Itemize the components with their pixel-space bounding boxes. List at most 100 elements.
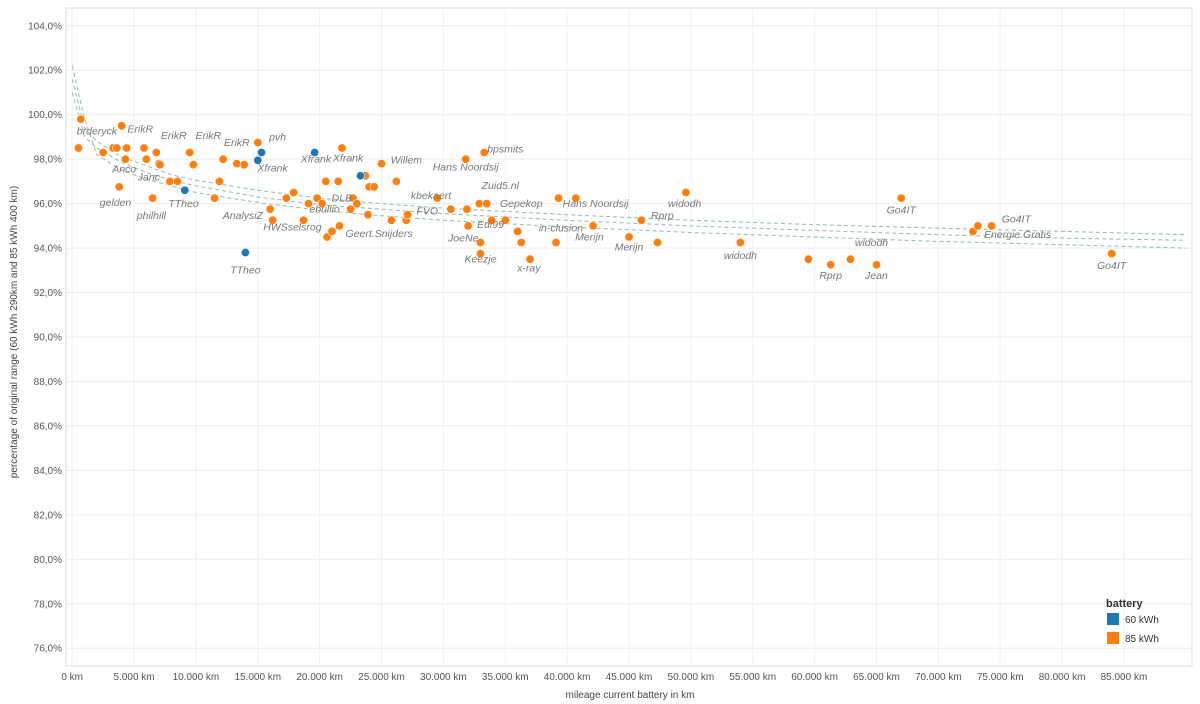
point-label: Keezje	[464, 254, 496, 266]
data-point-85kwh	[826, 260, 836, 270]
point-label: Edi99	[477, 219, 504, 231]
data-point-85kwh	[463, 221, 473, 231]
point-label: HWSselsrog	[263, 221, 322, 233]
data-point-85kwh	[735, 238, 745, 248]
data-point-85kwh	[402, 210, 412, 220]
point-label: ErikR	[161, 130, 187, 142]
point-label: Energie Gratis	[984, 229, 1052, 241]
data-point-85kwh	[303, 199, 313, 209]
y-tick-label: 78,0%	[34, 599, 62, 610]
x-tick-label: 55.000 km	[729, 672, 776, 683]
data-point-85kwh	[265, 204, 275, 214]
point-label: kbekaert	[411, 190, 452, 202]
data-point-85kwh	[845, 254, 855, 264]
data-point-60kwh	[253, 155, 263, 165]
data-point-85kwh	[391, 176, 401, 186]
x-axis-title: mileage current battery in km	[566, 690, 695, 701]
data-point-85kwh	[588, 221, 598, 231]
data-point-85kwh	[871, 260, 881, 270]
point-label: Rprp	[819, 270, 842, 282]
point-label: TTheo	[230, 265, 261, 277]
point-label: Anco	[111, 164, 136, 176]
legend: battery 60 kWh 85 kWh	[1106, 598, 1159, 645]
point-label: widodh	[724, 250, 757, 262]
point-label: Xfrank	[332, 152, 364, 164]
data-point-85kwh	[151, 148, 161, 158]
point-label: Merijn	[575, 231, 604, 243]
point-label: AnalysiZ	[222, 210, 264, 222]
data-point-85kwh	[475, 238, 485, 248]
data-point-85kwh	[369, 182, 379, 192]
data-point-85kwh	[652, 238, 662, 248]
x-tick-label: 80.000 km	[1039, 672, 1086, 683]
data-point-85kwh	[487, 215, 497, 225]
data-point-85kwh	[117, 121, 127, 131]
x-tick-label: 10.000 km	[173, 672, 220, 683]
x-tick-label: 75.000 km	[977, 672, 1024, 683]
point-label: bpsmits	[487, 144, 524, 156]
data-point-85kwh	[553, 193, 563, 203]
data-point-85kwh	[461, 154, 471, 164]
data-points	[73, 114, 1117, 270]
data-point-85kwh	[334, 221, 344, 231]
y-tick-label: 102,0%	[28, 66, 62, 77]
data-point-85kwh	[803, 254, 813, 264]
point-label: pvh	[268, 131, 286, 143]
data-point-85kwh	[185, 148, 195, 158]
x-axis-ticks: 0 km 5.000 km 10.000 km 15.000 km 20.000 km 2…	[61, 672, 1147, 683]
point-label: Go4IT	[1097, 260, 1128, 272]
point-label: philhill	[136, 210, 167, 222]
data-point-85kwh	[475, 249, 485, 259]
y-tick-label: 92,0%	[34, 288, 62, 299]
y-tick-label: 94,0%	[34, 244, 62, 255]
data-point-85kwh	[218, 154, 228, 164]
data-point-85kwh	[333, 176, 343, 186]
point-label: Xfrank	[256, 162, 288, 174]
point-label: Hans Noordsij	[563, 198, 630, 210]
data-point-85kwh	[317, 199, 327, 209]
legend-label-60kwh: 60 kWh	[1125, 615, 1159, 626]
data-point-85kwh	[210, 193, 220, 203]
data-point-85kwh	[525, 254, 535, 264]
point-label: Jean	[864, 270, 888, 282]
y-tick-label: 82,0%	[34, 510, 62, 521]
x-tick-label: 45.000 km	[606, 672, 653, 683]
x-tick-label: 40.000 km	[544, 672, 591, 683]
data-point-60kwh	[256, 148, 266, 158]
x-tick-label: 25.000 km	[358, 672, 405, 683]
data-point-85kwh	[636, 215, 646, 225]
data-point-85kwh	[141, 154, 151, 164]
point-label: Rprp	[651, 210, 674, 222]
data-point-85kwh	[462, 204, 472, 214]
point-label: Xfrank	[300, 154, 332, 166]
data-point-85kwh	[253, 138, 263, 148]
point-label: ebullio	[309, 204, 340, 216]
point-label: Zuid5.nl	[481, 180, 520, 192]
x-tick-label: 70.000 km	[915, 672, 962, 683]
point-label: gelden	[100, 197, 132, 209]
data-point-85kwh	[624, 232, 634, 242]
data-point-60kwh	[310, 148, 320, 158]
x-tick-label: 35.000 km	[482, 672, 529, 683]
point-label: x-ray	[516, 262, 541, 274]
data-point-85kwh	[76, 114, 86, 124]
y-tick-label: 84,0%	[34, 466, 62, 477]
data-point-85kwh	[281, 193, 291, 203]
data-point-60kwh	[355, 171, 365, 181]
data-point-85kwh	[571, 193, 581, 203]
x-tick-label: 0 km	[61, 672, 83, 683]
data-point-85kwh	[239, 160, 249, 170]
data-point-85kwh	[289, 188, 299, 198]
data-point-85kwh	[482, 199, 492, 209]
data-point-85kwh	[973, 221, 983, 231]
data-point-85kwh	[352, 199, 362, 209]
point-label: Willem	[391, 155, 423, 167]
data-point-85kwh	[73, 143, 83, 153]
data-point-85kwh	[165, 176, 175, 186]
data-point-85kwh	[363, 210, 373, 220]
data-point-85kwh	[446, 204, 456, 214]
y-tick-label: 80,0%	[34, 555, 62, 566]
point-label: Gepekop	[500, 198, 543, 210]
data-point-60kwh	[180, 185, 190, 195]
